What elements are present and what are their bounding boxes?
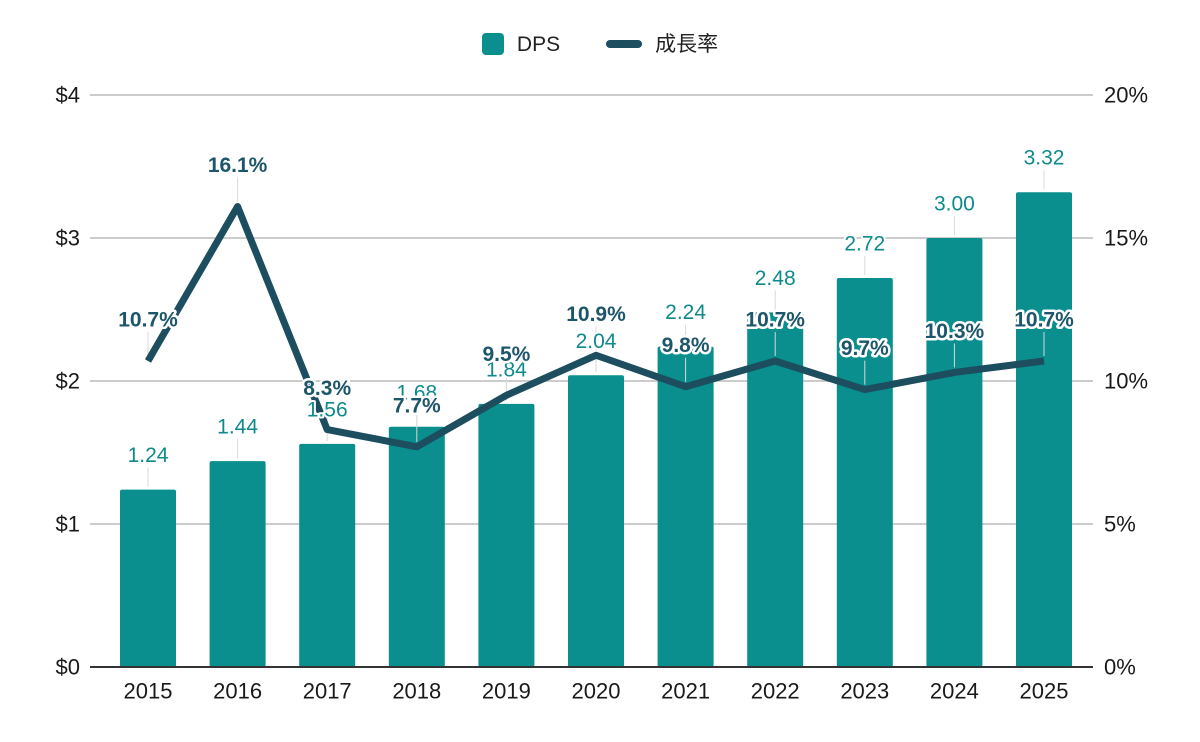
growth-label-2024: 10.3%	[925, 320, 985, 343]
left-axis-label-$4: $4	[56, 83, 80, 108]
legend-label-growth: 成長率	[655, 32, 719, 56]
dps-swatch-icon	[481, 33, 504, 55]
x-axis-label-2023: 2023	[840, 679, 889, 704]
growth-label-2022: 10.7%	[745, 308, 805, 331]
bar-label-2023: 2.72	[844, 233, 885, 256]
bar-label-2016: 1.44	[217, 416, 258, 439]
growth-line[interactable]	[144, 203, 1045, 451]
right-axis-label-20%: 20%	[1104, 83, 1148, 108]
bar-label-2015: 1.24	[128, 444, 169, 467]
bar-label-2025: 3.32	[1024, 147, 1065, 170]
x-axis-label-2020: 2020	[572, 679, 621, 704]
bar-2016[interactable]	[209, 461, 266, 667]
growth-label-2020: 10.9%	[566, 303, 626, 326]
bar-2018[interactable]	[388, 426, 445, 667]
right-axis-label-10%: 10%	[1104, 369, 1148, 394]
bar-label-2024: 3.00	[934, 193, 975, 216]
growth-label-2023: 9.7%	[841, 337, 889, 360]
x-axis-label-2025: 2025	[1020, 679, 1069, 704]
left-axis-label-$0: $0	[56, 655, 80, 680]
x-axis-label-2017: 2017	[303, 679, 352, 704]
growth-label-2018: 7.7%	[393, 394, 441, 417]
bar-label-2020: 2.04	[576, 330, 617, 353]
bar-2017[interactable]	[299, 443, 356, 667]
growth-label-2016: 16.1%	[208, 154, 268, 177]
growth-label-2025: 10.7%	[1014, 308, 1074, 331]
bar-2025[interactable]	[1016, 192, 1072, 668]
bar-2020[interactable]	[568, 375, 624, 667]
chart-legend: DPS 成長率	[0, 33, 1200, 55]
bar-2022[interactable]	[747, 312, 804, 667]
x-axis-label-2015: 2015	[124, 679, 173, 704]
bar-2021[interactable]	[657, 346, 714, 667]
x-axis-label-2022: 2022	[751, 679, 800, 704]
right-axis-label-5%: 5%	[1104, 512, 1136, 537]
bar-label-2019: 1.84	[486, 358, 527, 381]
bar-2024[interactable]	[926, 238, 983, 667]
bar-label-2021: 2.24	[665, 301, 706, 324]
growth-label-2015: 10.7%	[118, 308, 178, 331]
bar-label-2017: 1.56	[307, 398, 348, 421]
bar-label-2018: 1.68	[396, 381, 437, 404]
right-axis-label-15%: 15%	[1104, 226, 1148, 251]
x-axis-label-2018: 2018	[392, 679, 441, 704]
left-axis-label-$2: $2	[56, 369, 80, 394]
x-axis-label-2021: 2021	[661, 679, 710, 704]
x-axis-label-2024: 2024	[930, 679, 979, 704]
left-axis-label-$3: $3	[56, 226, 80, 251]
legend-label-dps: DPS	[516, 32, 561, 56]
right-axis-label-0%: 0%	[1104, 655, 1136, 680]
growth-label-2019: 9.5%	[482, 343, 530, 366]
legend-item-dps[interactable]: DPS	[481, 32, 561, 56]
x-axis-label-2019: 2019	[482, 679, 531, 704]
growth-label-2021: 9.8%	[662, 334, 710, 357]
growth-swatch-icon	[606, 40, 643, 48]
legend-item-growth[interactable]: 成長率	[606, 34, 718, 55]
x-axis-label-2016: 2016	[213, 679, 262, 704]
bar-2019[interactable]	[478, 403, 535, 667]
bar-label-2022: 2.48	[755, 267, 796, 290]
growth-label-2017: 8.3%	[303, 377, 351, 400]
bar-2015[interactable]	[120, 489, 176, 667]
bar-2023[interactable]	[836, 278, 893, 667]
left-axis-label-$1: $1	[56, 512, 80, 537]
